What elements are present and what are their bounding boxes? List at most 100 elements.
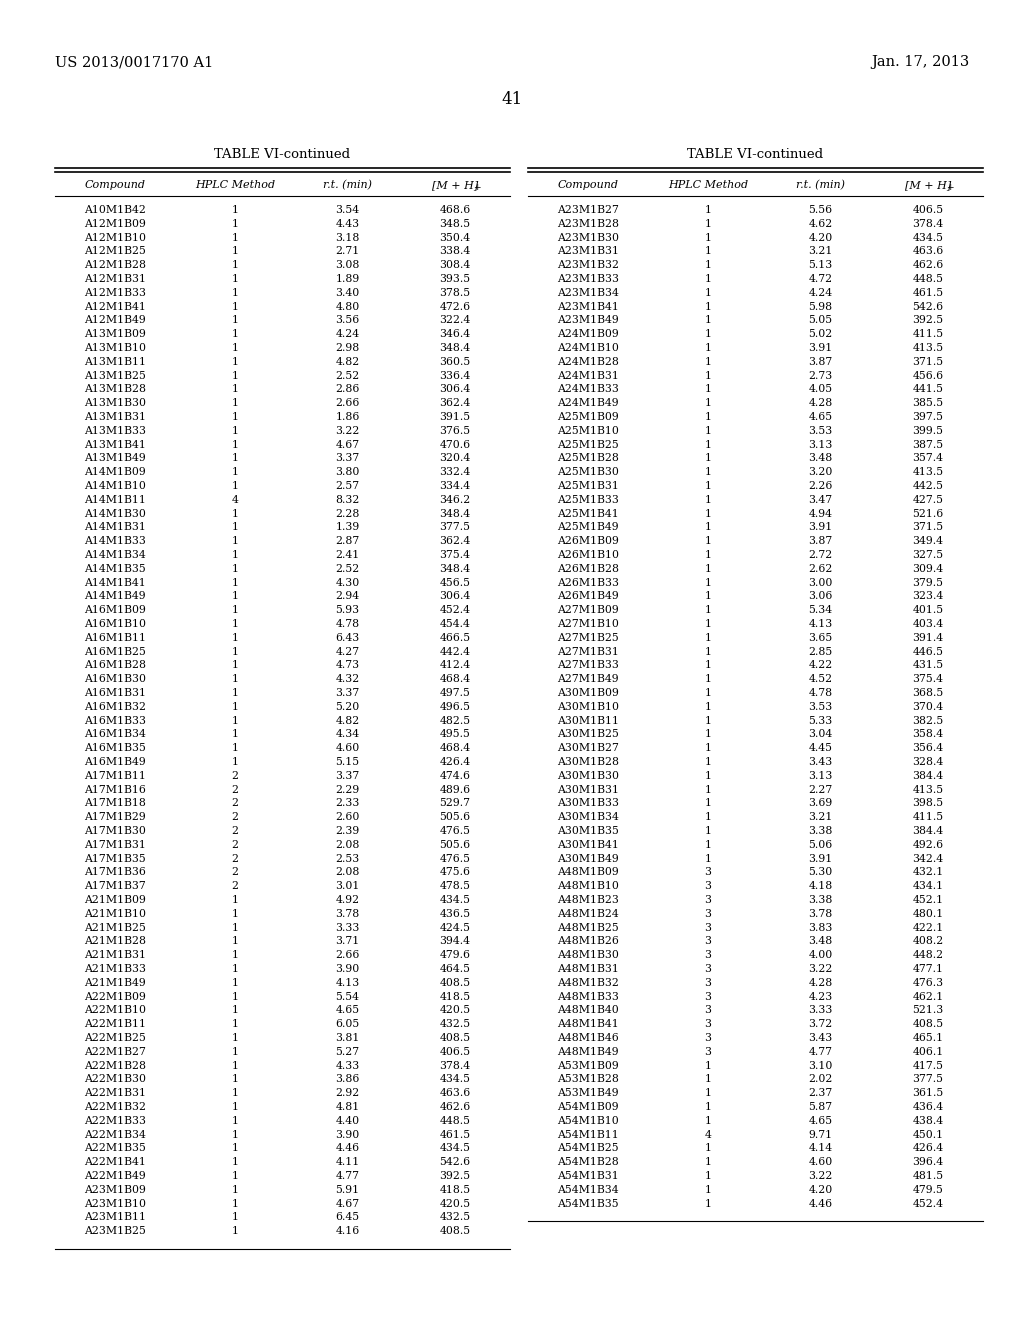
Text: 2.41: 2.41 (336, 550, 359, 560)
Text: 348.4: 348.4 (439, 343, 471, 352)
Text: 476.5: 476.5 (439, 854, 470, 863)
Text: 413.5: 413.5 (912, 784, 943, 795)
Text: 5.15: 5.15 (336, 756, 359, 767)
Text: 2.66: 2.66 (335, 399, 359, 408)
Text: A13M1B28: A13M1B28 (84, 384, 146, 395)
Text: 3.65: 3.65 (808, 632, 833, 643)
Text: 306.4: 306.4 (439, 591, 471, 602)
Text: 1: 1 (705, 771, 712, 781)
Text: 461.5: 461.5 (912, 288, 943, 298)
Text: TABLE VI-continued: TABLE VI-continued (214, 149, 350, 161)
Text: 476.3: 476.3 (912, 978, 943, 987)
Text: 1: 1 (705, 495, 712, 504)
Text: 1: 1 (231, 343, 239, 352)
Text: 434.1: 434.1 (912, 882, 943, 891)
Text: 6.05: 6.05 (336, 1019, 359, 1030)
Text: 3.04: 3.04 (808, 730, 833, 739)
Text: 349.4: 349.4 (912, 536, 943, 546)
Text: 441.5: 441.5 (912, 384, 943, 395)
Text: 3.20: 3.20 (808, 467, 833, 478)
Text: 3.78: 3.78 (808, 908, 833, 919)
Text: 406.5: 406.5 (439, 1047, 471, 1057)
Text: 3.91: 3.91 (808, 343, 833, 352)
Text: 1: 1 (705, 275, 712, 284)
Text: A25M1B09: A25M1B09 (557, 412, 618, 422)
Text: 1: 1 (705, 743, 712, 754)
Text: 3.56: 3.56 (336, 315, 359, 326)
Text: A16M1B11: A16M1B11 (84, 632, 146, 643)
Text: 413.5: 413.5 (912, 343, 943, 352)
Text: A13M1B49: A13M1B49 (84, 453, 145, 463)
Text: 1: 1 (705, 854, 712, 863)
Text: 478.5: 478.5 (439, 882, 470, 891)
Text: 438.4: 438.4 (912, 1115, 943, 1126)
Text: 322.4: 322.4 (439, 315, 471, 326)
Text: 1: 1 (231, 467, 239, 478)
Text: A25M1B41: A25M1B41 (557, 508, 618, 519)
Text: 450.1: 450.1 (912, 1130, 943, 1139)
Text: A22M1B34: A22M1B34 (84, 1130, 146, 1139)
Text: 426.4: 426.4 (439, 756, 471, 767)
Text: A22M1B27: A22M1B27 (84, 1047, 146, 1057)
Text: 1: 1 (231, 660, 239, 671)
Text: A23M1B11: A23M1B11 (84, 1212, 146, 1222)
Text: 5.34: 5.34 (808, 605, 833, 615)
Text: A24M1B28: A24M1B28 (557, 356, 618, 367)
Text: 1: 1 (705, 660, 712, 671)
Text: A21M1B10: A21M1B10 (84, 908, 146, 919)
Text: A17M1B18: A17M1B18 (84, 799, 146, 808)
Text: 378.4: 378.4 (439, 1060, 471, 1071)
Text: 5.06: 5.06 (808, 840, 833, 850)
Text: 4.65: 4.65 (808, 1115, 833, 1126)
Text: 412.4: 412.4 (439, 660, 471, 671)
Text: A54M1B34: A54M1B34 (557, 1185, 618, 1195)
Text: 338.4: 338.4 (439, 247, 471, 256)
Text: 3.10: 3.10 (808, 1060, 833, 1071)
Text: 1: 1 (705, 315, 712, 326)
Text: A23M1B34: A23M1B34 (557, 288, 618, 298)
Text: 392.5: 392.5 (439, 1171, 471, 1181)
Text: A26M1B10: A26M1B10 (557, 550, 618, 560)
Text: A14M1B30: A14M1B30 (84, 508, 146, 519)
Text: 1: 1 (705, 219, 712, 228)
Text: 1: 1 (705, 1158, 712, 1167)
Text: 1: 1 (231, 1171, 239, 1181)
Text: A30M1B49: A30M1B49 (557, 854, 618, 863)
Text: 5.87: 5.87 (808, 1102, 833, 1111)
Text: 1: 1 (705, 1115, 712, 1126)
Text: 308.4: 308.4 (439, 260, 471, 271)
Text: 505.6: 505.6 (439, 812, 471, 822)
Text: 4.18: 4.18 (808, 882, 833, 891)
Text: 5.33: 5.33 (808, 715, 833, 726)
Text: Compound: Compound (557, 180, 618, 190)
Text: 2: 2 (231, 771, 239, 781)
Text: 1: 1 (231, 1130, 239, 1139)
Text: 452.1: 452.1 (912, 895, 943, 906)
Text: 470.6: 470.6 (439, 440, 471, 450)
Text: 350.4: 350.4 (439, 232, 471, 243)
Text: 1: 1 (705, 688, 712, 698)
Text: 1: 1 (705, 619, 712, 630)
Text: 448.2: 448.2 (912, 950, 943, 960)
Text: 408.5: 408.5 (439, 1226, 471, 1237)
Text: 3: 3 (705, 923, 712, 933)
Text: A54M1B09: A54M1B09 (557, 1102, 618, 1111)
Text: A23M1B30: A23M1B30 (557, 232, 618, 243)
Text: A30M1B09: A30M1B09 (557, 688, 618, 698)
Text: A30M1B34: A30M1B34 (557, 812, 618, 822)
Text: 5.93: 5.93 (336, 605, 359, 615)
Text: A14M1B34: A14M1B34 (84, 550, 145, 560)
Text: 4.28: 4.28 (808, 399, 833, 408)
Text: 2: 2 (231, 826, 239, 836)
Text: A14M1B33: A14M1B33 (84, 536, 146, 546)
Text: A27M1B25: A27M1B25 (557, 632, 618, 643)
Text: A48M1B46: A48M1B46 (557, 1034, 618, 1043)
Text: 456.5: 456.5 (439, 578, 470, 587)
Text: A25M1B49: A25M1B49 (557, 523, 618, 532)
Text: 1: 1 (231, 964, 239, 974)
Text: 334.4: 334.4 (439, 480, 471, 491)
Text: 332.4: 332.4 (439, 467, 471, 478)
Text: A54M1B11: A54M1B11 (557, 1130, 618, 1139)
Text: HPLC Method: HPLC Method (195, 180, 275, 190)
Text: 1: 1 (231, 1143, 239, 1154)
